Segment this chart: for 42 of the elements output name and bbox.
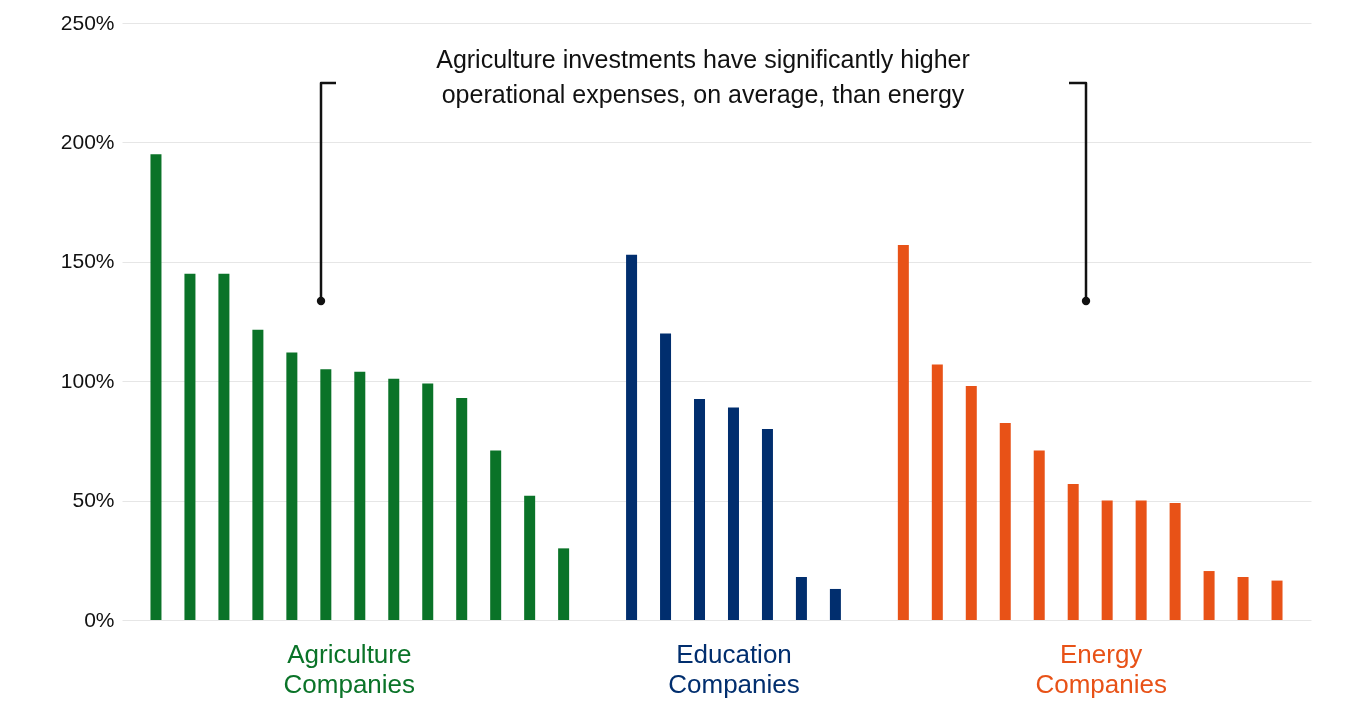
bar [286, 352, 298, 620]
bar [795, 577, 807, 620]
bar [727, 407, 739, 620]
bar [1067, 483, 1079, 620]
bar [524, 495, 536, 620]
bar [694, 399, 706, 620]
series-label: Agriculture Companies [283, 639, 416, 699]
annotation: Agriculture investments have significantly higher operational expenses, on average, than energy [436, 45, 970, 108]
bar [626, 254, 638, 620]
bar [965, 385, 977, 620]
y-tick-label: 150% [60, 249, 115, 273]
y-tick-label: 0% [84, 607, 115, 631]
bar [829, 588, 841, 620]
bar [320, 369, 332, 620]
bar [761, 428, 773, 620]
bar [558, 548, 570, 620]
series-label: Energy Companies [1035, 639, 1167, 699]
bar [1203, 571, 1215, 620]
bar [999, 422, 1011, 620]
bar [660, 333, 672, 620]
bar [490, 450, 502, 620]
bar [1271, 580, 1283, 620]
y-tick-label: 100% [60, 368, 115, 392]
bar [422, 383, 434, 620]
bar [218, 273, 230, 620]
bar [456, 397, 468, 620]
bar [388, 378, 400, 620]
bar [252, 329, 264, 620]
y-tick-label: 250% [60, 10, 115, 34]
bar [1135, 500, 1147, 620]
bar [1169, 502, 1181, 620]
series-label: Education Companies [668, 639, 800, 699]
bar [897, 245, 909, 620]
bar [184, 273, 196, 620]
bar [1033, 450, 1045, 620]
bar [150, 154, 162, 620]
bar [1237, 577, 1249, 620]
bar [1101, 500, 1113, 620]
bar [354, 371, 366, 620]
y-tick-label: 50% [72, 488, 115, 512]
bar [931, 364, 943, 620]
y-tick-label: 200% [60, 129, 115, 153]
